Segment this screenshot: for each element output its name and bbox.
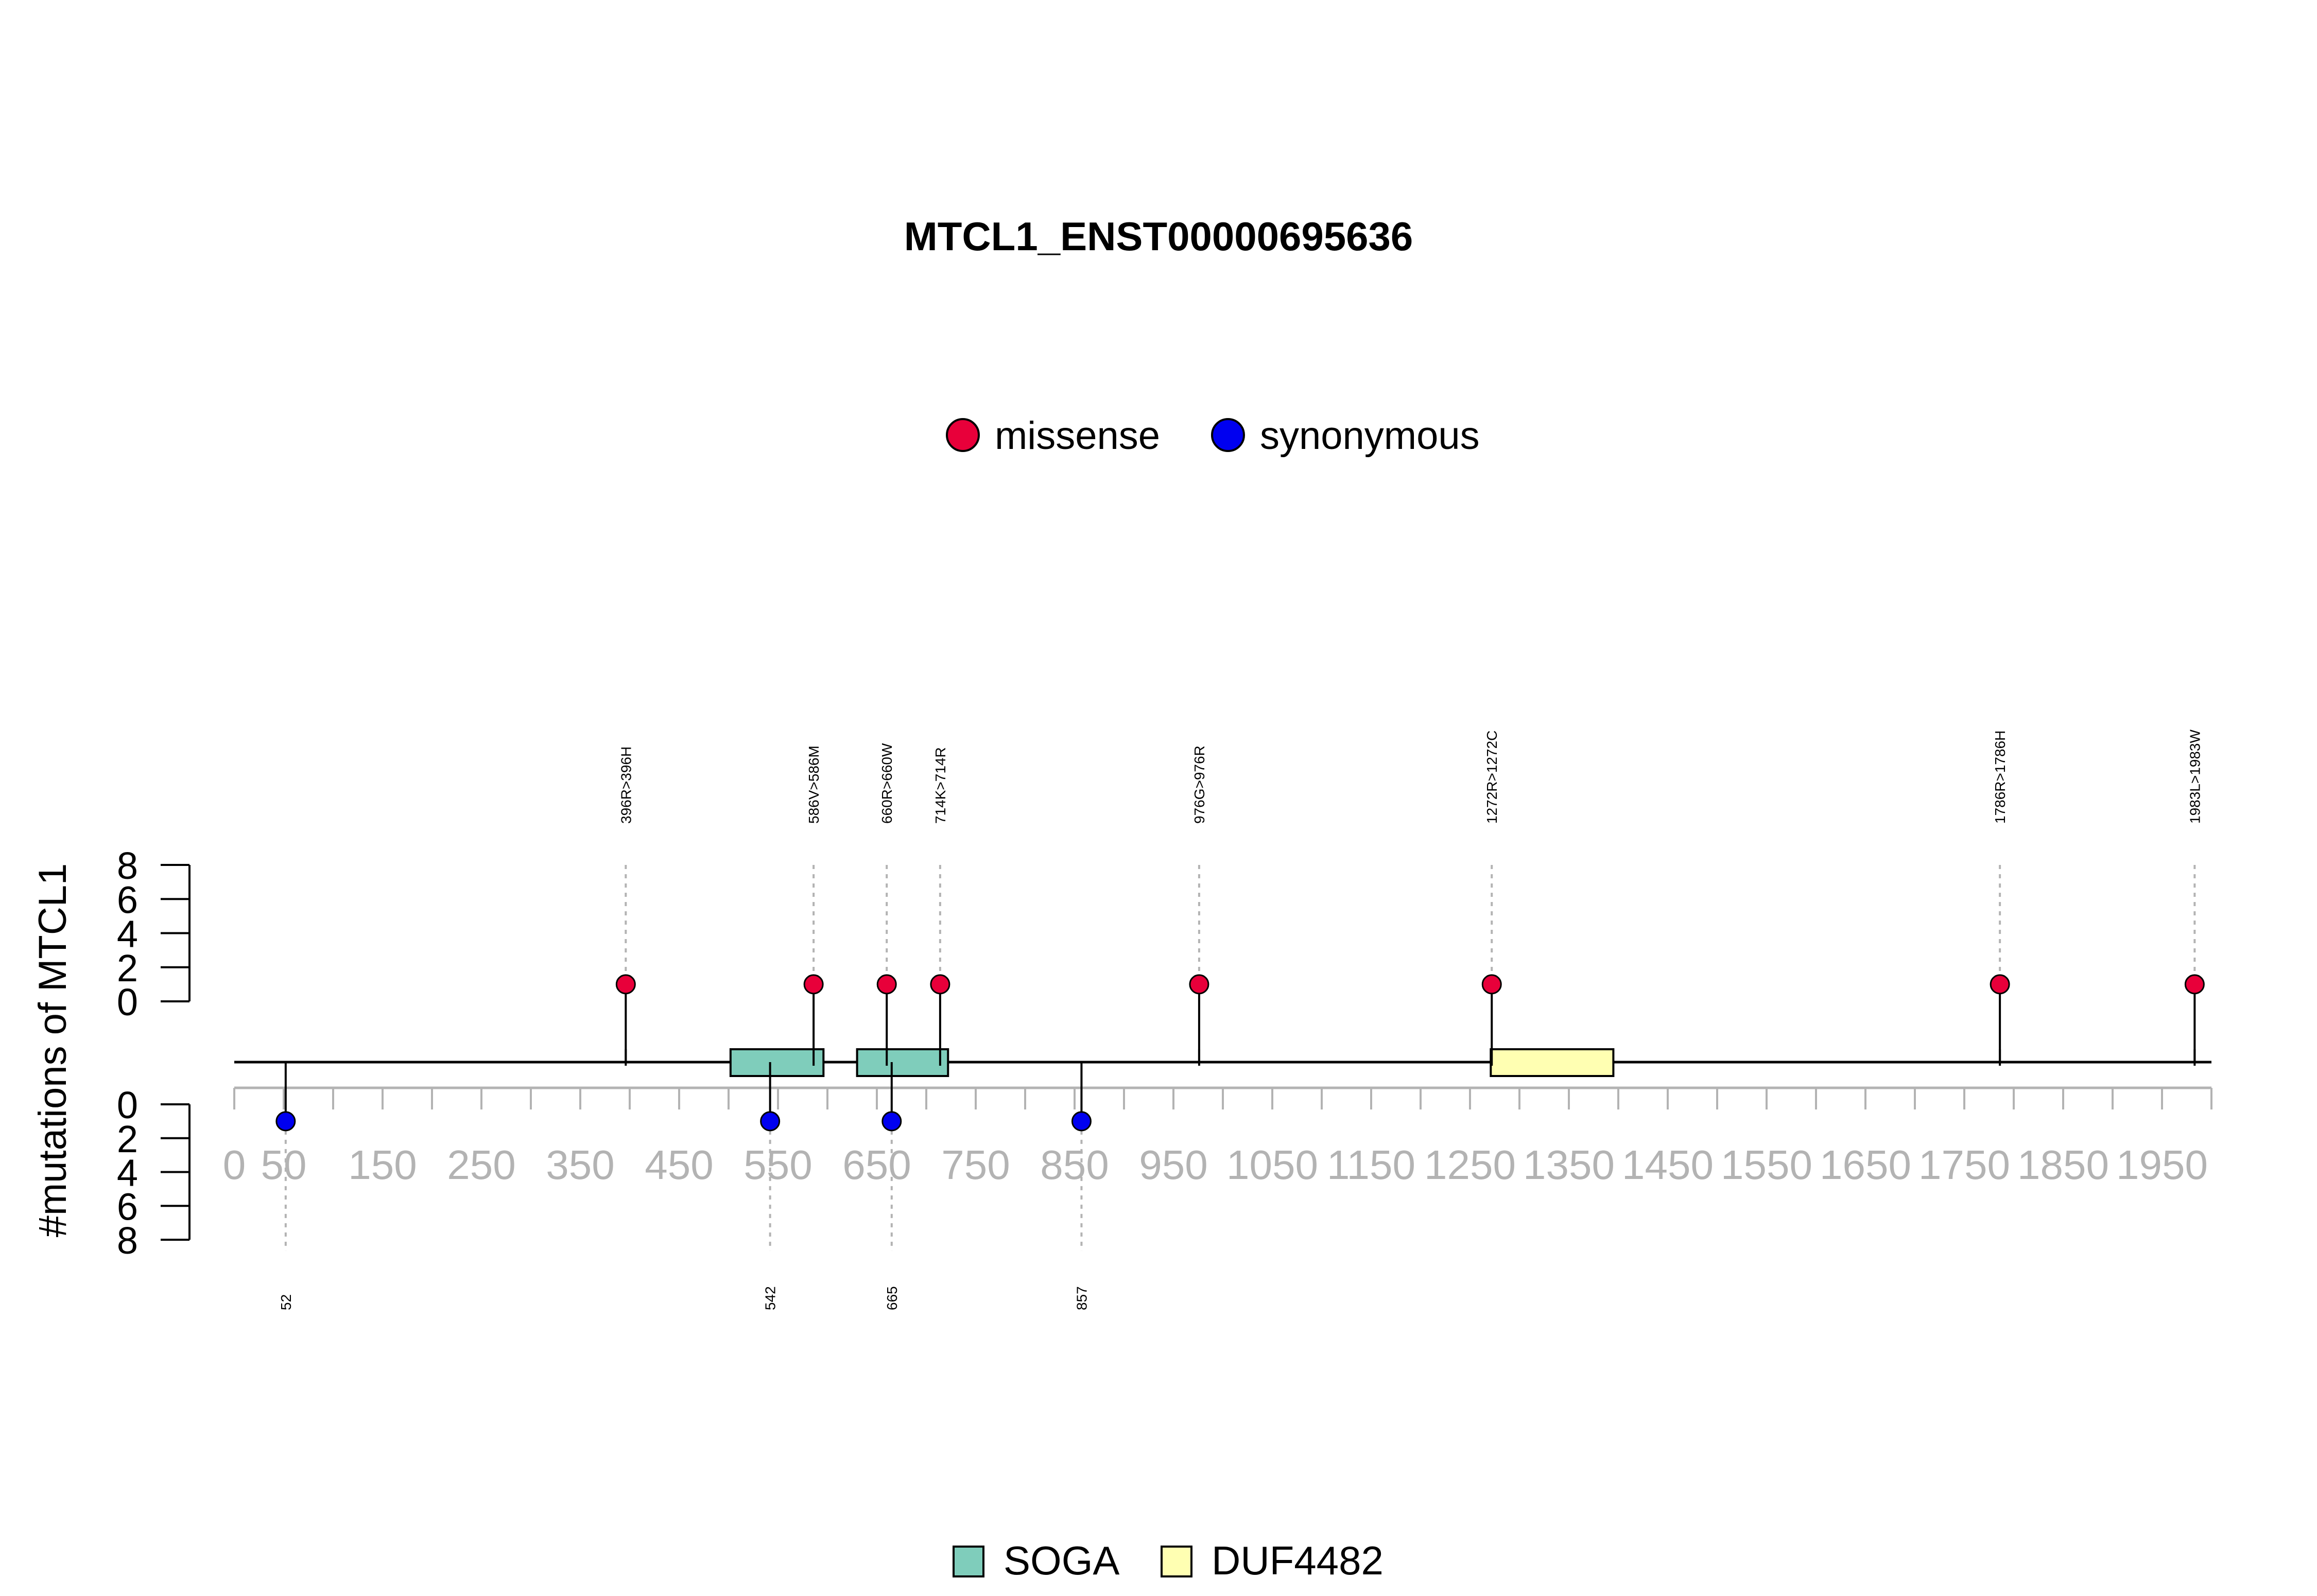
x-tick-label: 1250 [1424, 1142, 1516, 1188]
lower-y-tick-label: 4 [117, 1152, 138, 1194]
x-tick-label: 1150 [1327, 1142, 1415, 1188]
soga-legend-label: SOGA [1004, 1538, 1119, 1583]
missense-label: 1983L>1983W [2187, 729, 2203, 824]
synonymous-label: 665 [884, 1286, 900, 1310]
lower-y-tick-label: 6 [117, 1185, 138, 1228]
upper-y-tick-label: 0 [117, 981, 138, 1023]
x-tick-label: 1350 [1523, 1142, 1615, 1188]
synonymous-point [881, 1111, 902, 1132]
missense-label: 586V>586M [806, 745, 822, 824]
missense-point [803, 974, 824, 995]
missense-point [876, 974, 897, 995]
domain-duf4482 [1490, 1048, 1615, 1077]
synonymous-label: 542 [763, 1286, 779, 1310]
lower-y-tick-label: 2 [117, 1118, 138, 1160]
mutation-legend: missense synonymous [946, 414, 1480, 458]
x-tick-label: 1050 [1226, 1142, 1318, 1188]
upper-y-tick-label: 4 [117, 913, 138, 956]
x-tick-label: 1750 [1918, 1142, 2010, 1188]
synonymous-legend-label: synonymous [1260, 414, 1480, 458]
x-tick-label: 750 [941, 1142, 1010, 1188]
x-tick-label: 150 [348, 1142, 417, 1188]
x-tick-label: 1950 [2116, 1142, 2208, 1188]
y-axis-label: #mutations of MTCL1 [31, 863, 75, 1238]
missense-point [1189, 974, 1209, 995]
upper-y-tick-label: 2 [117, 947, 138, 990]
missense-label: 714K>714R [932, 747, 948, 824]
x-tick-label: 650 [842, 1142, 911, 1188]
x-tick-label: 550 [743, 1142, 812, 1188]
missense-label: 1272R>1272C [1484, 731, 1500, 824]
missense-point [930, 974, 950, 995]
upper-y-tick-label: 6 [117, 878, 138, 921]
missense-label: 976G>976R [1191, 745, 1207, 824]
synonymous-legend-marker [1211, 418, 1245, 452]
missense-point [2184, 974, 2205, 995]
synonymous-label: 857 [1074, 1286, 1090, 1310]
x-tick-label: 0 [223, 1142, 246, 1188]
lower-y-tick-label: 0 [117, 1084, 138, 1126]
x-tick-label: 1850 [2017, 1142, 2109, 1188]
x-tick-label: 450 [645, 1142, 713, 1188]
x-tick-label: 1550 [1721, 1142, 1812, 1188]
x-tick-label: 850 [1040, 1142, 1109, 1188]
missense-label: 660R>660W [879, 743, 895, 824]
synonymous-label: 52 [278, 1294, 294, 1310]
missense-legend-label: missense [995, 414, 1160, 458]
x-tick-label: 250 [447, 1142, 515, 1188]
domain-soga [856, 1048, 949, 1077]
domain-legend: SOGA DUF4482 [953, 1538, 1384, 1583]
chart-title: MTCL1_ENST00000695636 [904, 214, 1413, 259]
synonymous-point [760, 1111, 781, 1132]
upper-y-tick-label: 8 [117, 844, 138, 887]
soga-legend-swatch [953, 1546, 984, 1577]
missense-label: 396R>396H [618, 747, 634, 824]
x-tick-label: 1650 [1820, 1142, 1911, 1188]
duf4482-legend-swatch [1161, 1546, 1192, 1577]
missense-point [1481, 974, 1502, 995]
missense-point [615, 974, 636, 995]
missense-label: 1786R>1786H [1992, 731, 2008, 824]
domain-soga [729, 1048, 825, 1077]
x-tick-label: 350 [546, 1142, 614, 1188]
lower-y-tick-label: 8 [117, 1219, 138, 1262]
x-tick-label: 50 [261, 1142, 307, 1188]
missense-legend-marker [946, 418, 980, 452]
synonymous-point [275, 1111, 296, 1132]
missense-point [1990, 974, 2010, 995]
x-tick-label: 950 [1139, 1142, 1207, 1188]
duf4482-legend-label: DUF4482 [1212, 1538, 1384, 1583]
synonymous-point [1071, 1111, 1092, 1132]
x-tick-label: 1450 [1622, 1142, 1714, 1188]
